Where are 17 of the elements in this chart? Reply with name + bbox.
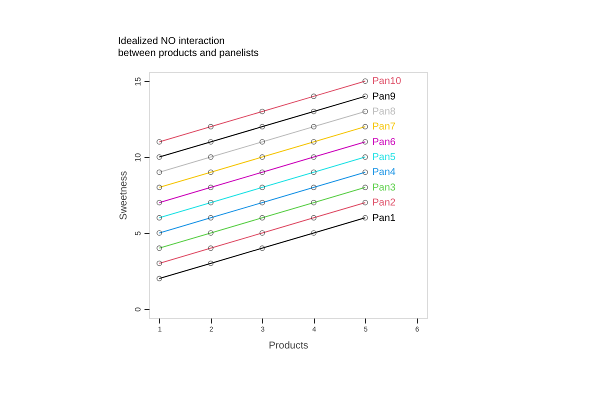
y-tick-label: 5 [134, 230, 142, 236]
y-tick-label: 15 [134, 76, 142, 86]
y-tick-label: 0 [134, 306, 142, 312]
y-axis-title: Sweetness [118, 171, 130, 220]
series-label: Pan6 [372, 136, 396, 148]
chart-title: Idealized NO interaction between products and panelists [118, 36, 259, 59]
series-label: Pan3 [372, 182, 396, 194]
series-label: Pan5 [372, 152, 396, 164]
series-label: Pan4 [372, 167, 396, 178]
x-axis-title: Products [268, 340, 308, 352]
series-label: Pan7 [372, 122, 396, 133]
series-label: Pan10 [372, 76, 402, 88]
series-label: Pan2 [372, 198, 396, 209]
series-label: Pan8 [372, 106, 396, 118]
series-label: Pan1 [372, 212, 396, 224]
series-label: Pan9 [372, 91, 396, 102]
y-tick-label: 10 [134, 152, 142, 162]
